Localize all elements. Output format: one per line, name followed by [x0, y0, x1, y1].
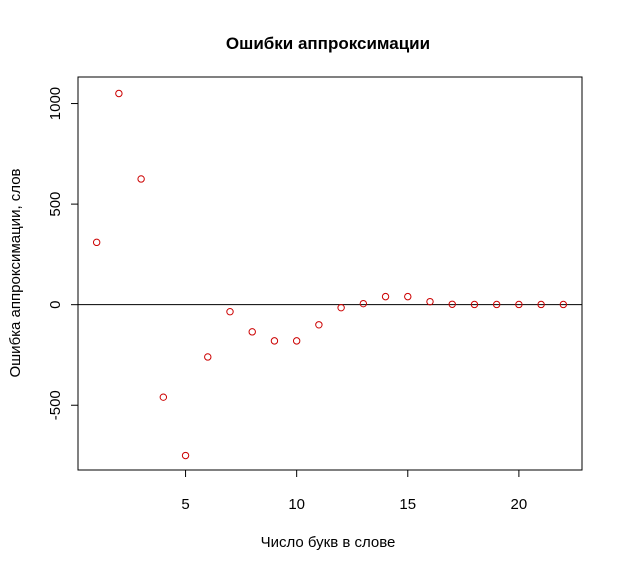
- data-point: [470, 300, 479, 309]
- y-axis-label: Ошибка аппроксимации, слов: [7, 168, 24, 377]
- data-point: [315, 321, 323, 329]
- chart-title: Ошибки аппроксимации: [226, 34, 430, 53]
- data-point: [226, 308, 234, 316]
- data-point: [359, 299, 368, 308]
- data-point: [115, 89, 123, 98]
- data-point: [537, 300, 545, 309]
- data-point: [292, 337, 301, 345]
- y-axis: -500 0 500 1000: [47, 87, 79, 420]
- x-tick-label: 15: [399, 496, 416, 513]
- data-point: [248, 328, 256, 336]
- data-point: [492, 300, 501, 309]
- data-point: [181, 451, 190, 460]
- data-point: [159, 393, 168, 401]
- y-tick-label: 0: [47, 301, 64, 309]
- data-point: [137, 175, 145, 183]
- x-tick-label: 5: [181, 496, 189, 513]
- data-point: [448, 300, 456, 308]
- data-point: [404, 292, 412, 301]
- data-point: [559, 300, 568, 309]
- data-point: [426, 297, 434, 306]
- x-axis: 5 10 15 20: [181, 469, 528, 513]
- data-points: [92, 89, 568, 460]
- x-tick-label: 10: [288, 496, 305, 513]
- plot-frame: [77, 76, 583, 471]
- y-tick-label: -500: [47, 390, 64, 420]
- y-tick-label: 1000: [47, 87, 64, 120]
- data-point: [515, 300, 523, 309]
- y-tick-label: 500: [47, 192, 64, 217]
- data-point: [381, 292, 390, 301]
- x-tick-label: 20: [511, 496, 528, 513]
- data-point: [204, 353, 212, 361]
- data-point: [92, 238, 101, 247]
- data-point: [337, 303, 345, 312]
- x-axis-label: Число букв в слове: [261, 534, 396, 551]
- data-point: [270, 337, 279, 345]
